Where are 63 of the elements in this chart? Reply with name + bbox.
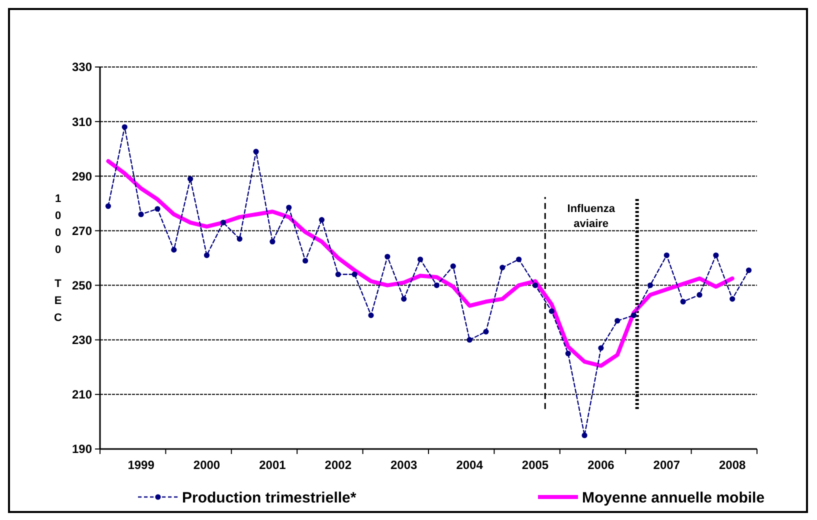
y-tick-label: 250 [72,278,92,292]
point [450,263,456,269]
y-tick-label: 230 [72,333,92,348]
point [614,318,620,324]
point [565,350,571,356]
point [401,296,407,302]
y-tick-label: 270 [72,224,92,238]
x-tick-label: 2007 [653,458,680,472]
point [368,312,374,318]
point [154,206,160,212]
y-tick-label: 310 [72,114,92,129]
line-series [106,159,734,368]
y-tick-label: 290 [72,169,92,184]
point [204,252,210,258]
point [417,256,424,262]
point [302,258,308,264]
text: 1000 TEC [54,193,62,324]
y-tick-label: 210 [72,388,92,402]
x-tick-label: 2000 [193,458,220,472]
y-tick-label: 330 [72,60,92,74]
point [253,148,259,154]
point [680,298,686,304]
point [384,254,390,260]
point [188,176,194,182]
legend-label: Production trimestrielle* [182,489,356,506]
x-tick-label: 1999 [128,458,155,472]
point [122,124,128,130]
point [105,203,112,209]
point [598,345,604,351]
point [318,217,325,223]
point [270,238,276,244]
point [500,264,506,270]
point [171,247,177,253]
point [548,308,554,314]
point [647,282,654,288]
x-tick-label: 2005 [522,458,549,472]
x-tick-label: 2004 [456,458,484,472]
point [483,328,489,334]
point [352,272,358,278]
point [516,256,522,262]
point [138,212,144,218]
point [434,282,440,288]
point [532,282,538,288]
y-tick-label: 190 [72,442,92,456]
x-tick-label: 2006 [588,458,615,472]
point [713,252,719,258]
point [335,272,341,278]
point [466,337,472,343]
x-tick-label: 2003 [390,458,418,472]
point [236,236,242,242]
legend-label: Moyenne annuelle mobile [582,489,765,506]
point [220,220,226,226]
point [582,432,588,438]
x-tick-label: 2008 [719,458,746,472]
annotation: Influenza aviaire [567,203,616,230]
x-tick-label: 2001 [259,458,286,472]
point [664,252,670,258]
x-tick-label: 2002 [324,458,352,472]
point [286,204,292,210]
point [746,267,752,274]
point [730,296,736,302]
point [631,312,637,318]
point [696,292,702,298]
